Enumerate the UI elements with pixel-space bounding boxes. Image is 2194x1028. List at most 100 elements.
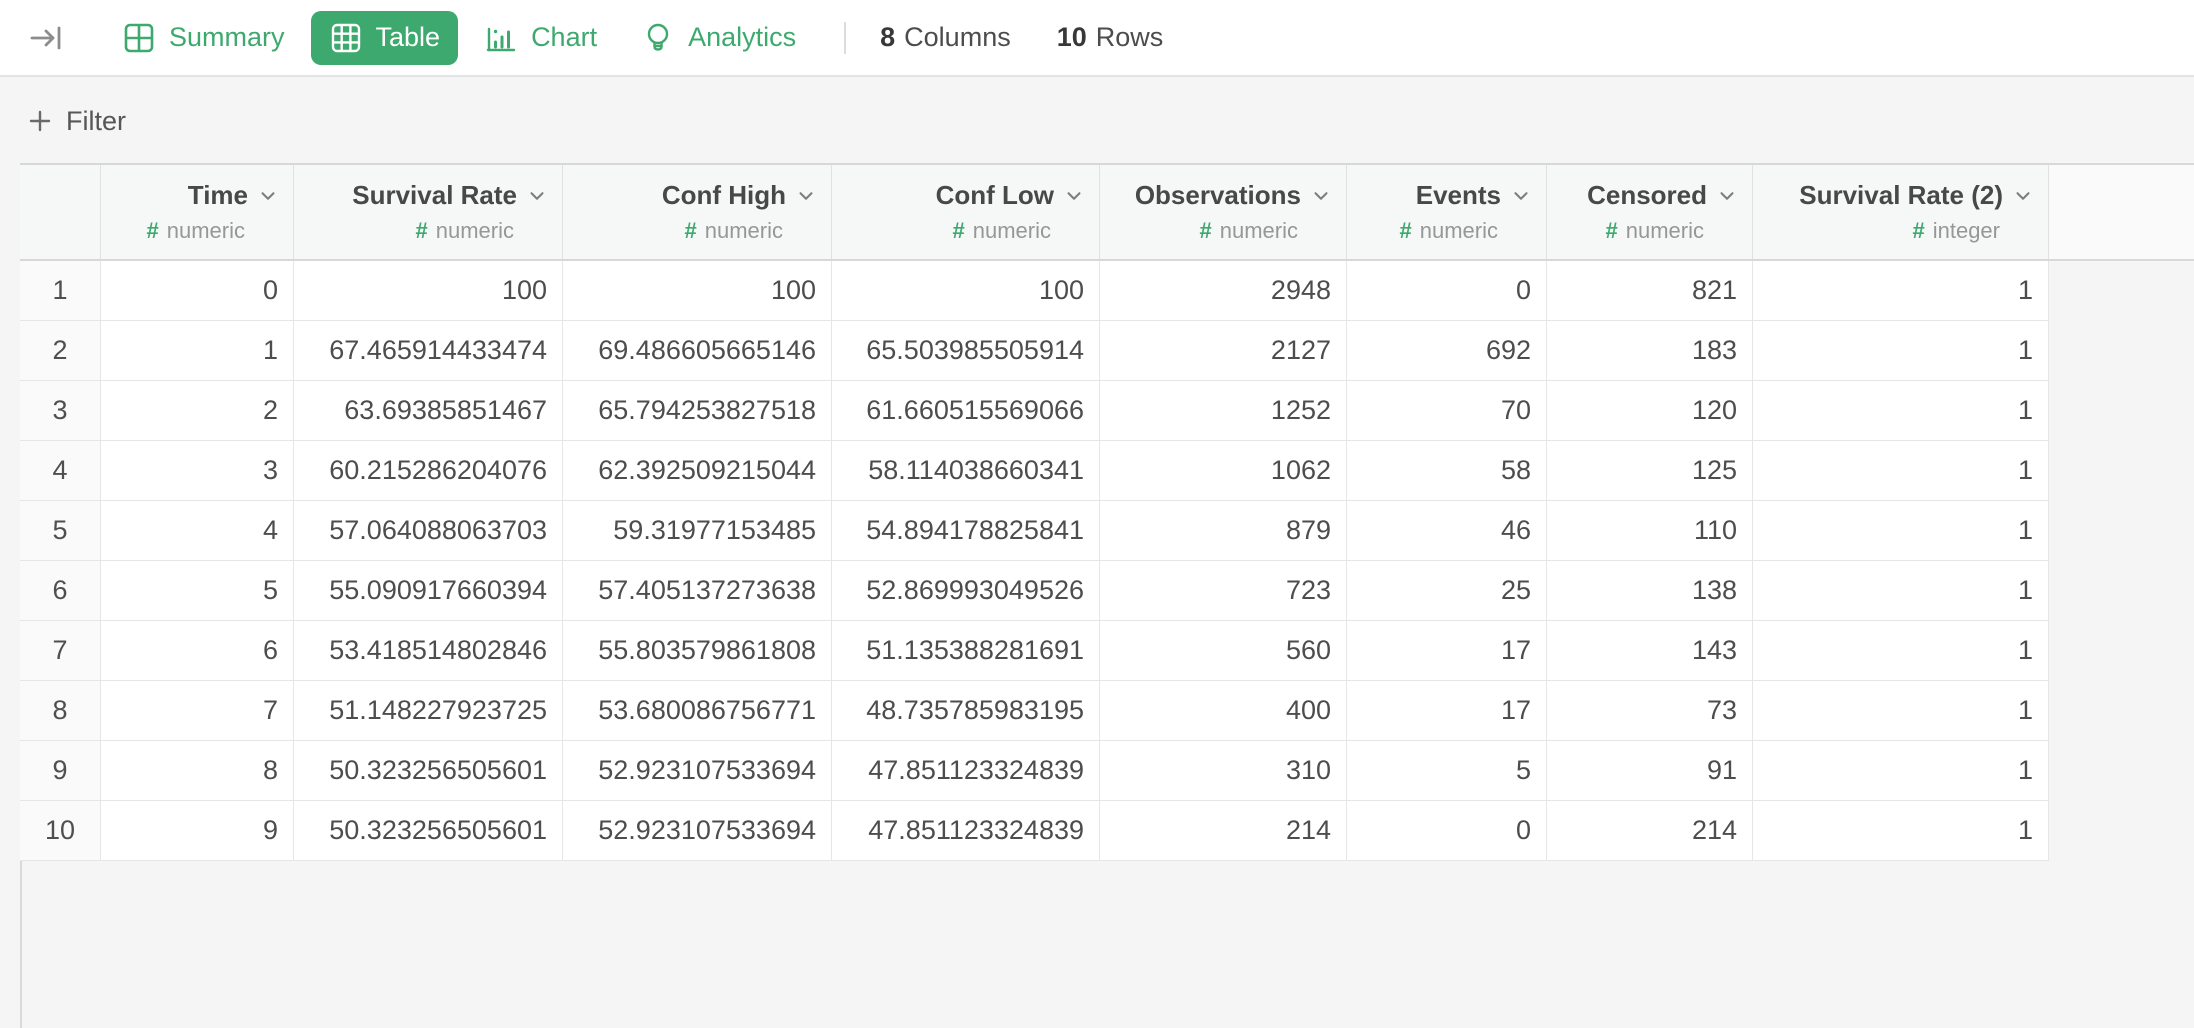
- column-header-survival-rate[interactable]: Survival Rate #numeric: [294, 165, 563, 259]
- cell[interactable]: 69.486605665146: [563, 321, 832, 380]
- row-number[interactable]: 8: [20, 681, 101, 740]
- cell[interactable]: 61.660515569066: [832, 381, 1100, 440]
- cell[interactable]: 2948: [1100, 261, 1347, 320]
- cell[interactable]: 58.114038660341: [832, 441, 1100, 500]
- cell[interactable]: 17: [1347, 621, 1547, 680]
- cell[interactable]: 62.392509215044: [563, 441, 832, 500]
- cell[interactable]: 1: [1753, 441, 2049, 500]
- cell[interactable]: 400: [1100, 681, 1347, 740]
- column-header-events[interactable]: Events #numeric: [1347, 165, 1547, 259]
- cell[interactable]: 879: [1100, 501, 1347, 560]
- cell[interactable]: 91: [1547, 741, 1753, 800]
- cell[interactable]: 1: [1753, 621, 2049, 680]
- tab-chart[interactable]: Chart: [466, 11, 615, 65]
- cell[interactable]: 100: [563, 261, 832, 320]
- chevron-down-icon[interactable]: [526, 185, 548, 207]
- cell[interactable]: 52.869993049526: [832, 561, 1100, 620]
- cell[interactable]: 0: [101, 261, 294, 320]
- row-number[interactable]: 6: [20, 561, 101, 620]
- cell[interactable]: 1: [1753, 681, 2049, 740]
- cell[interactable]: 50.323256505601: [294, 801, 563, 860]
- cell[interactable]: 0: [1347, 261, 1547, 320]
- cell[interactable]: 143: [1547, 621, 1753, 680]
- cell[interactable]: 55.803579861808: [563, 621, 832, 680]
- chevron-down-icon[interactable]: [1310, 185, 1332, 207]
- column-header-conf-high[interactable]: Conf High #numeric: [563, 165, 832, 259]
- cell[interactable]: 67.465914433474: [294, 321, 563, 380]
- cell[interactable]: 214: [1100, 801, 1347, 860]
- tab-summary[interactable]: Summary: [104, 11, 303, 65]
- row-number[interactable]: 3: [20, 381, 101, 440]
- cell[interactable]: 51.135388281691: [832, 621, 1100, 680]
- cell[interactable]: 63.69385851467: [294, 381, 563, 440]
- cell[interactable]: 60.215286204076: [294, 441, 563, 500]
- cell[interactable]: 1252: [1100, 381, 1347, 440]
- cell[interactable]: 65.794253827518: [563, 381, 832, 440]
- cell[interactable]: 1: [1753, 321, 2049, 380]
- cell[interactable]: 125: [1547, 441, 1753, 500]
- cell[interactable]: 50.323256505601: [294, 741, 563, 800]
- cell[interactable]: 65.503985505914: [832, 321, 1100, 380]
- cell[interactable]: 52.923107533694: [563, 801, 832, 860]
- cell[interactable]: 53.680086756771: [563, 681, 832, 740]
- row-number[interactable]: 5: [20, 501, 101, 560]
- column-header-observations[interactable]: Observations #numeric: [1100, 165, 1347, 259]
- chevron-down-icon[interactable]: [1063, 185, 1085, 207]
- cell[interactable]: 48.735785983195: [832, 681, 1100, 740]
- cell[interactable]: 100: [294, 261, 563, 320]
- cell[interactable]: 9: [101, 801, 294, 860]
- cell[interactable]: 110: [1547, 501, 1753, 560]
- cell[interactable]: 59.31977153485: [563, 501, 832, 560]
- cell[interactable]: 214: [1547, 801, 1753, 860]
- cell[interactable]: 821: [1547, 261, 1753, 320]
- cell[interactable]: 120: [1547, 381, 1753, 440]
- cell[interactable]: 560: [1100, 621, 1347, 680]
- cell[interactable]: 100: [832, 261, 1100, 320]
- row-number[interactable]: 2: [20, 321, 101, 380]
- cell[interactable]: 58: [1347, 441, 1547, 500]
- cell[interactable]: 8: [101, 741, 294, 800]
- cell[interactable]: 1: [1753, 381, 2049, 440]
- cell[interactable]: 1: [1753, 501, 2049, 560]
- column-header-conf-low[interactable]: Conf Low #numeric: [832, 165, 1100, 259]
- chevron-down-icon[interactable]: [1510, 185, 1532, 207]
- chevron-down-icon[interactable]: [795, 185, 817, 207]
- cell[interactable]: 57.405137273638: [563, 561, 832, 620]
- cell[interactable]: 3: [101, 441, 294, 500]
- cell[interactable]: 7: [101, 681, 294, 740]
- column-header-time[interactable]: Time #numeric: [101, 165, 294, 259]
- cell[interactable]: 0: [1347, 801, 1547, 860]
- cell[interactable]: 47.851123324839: [832, 741, 1100, 800]
- row-number[interactable]: 7: [20, 621, 101, 680]
- cell[interactable]: 723: [1100, 561, 1347, 620]
- cell[interactable]: 53.418514802846: [294, 621, 563, 680]
- cell[interactable]: 1: [1753, 801, 2049, 860]
- cell[interactable]: 73: [1547, 681, 1753, 740]
- column-header-survival-rate-2[interactable]: Survival Rate (2) #integer: [1753, 165, 2049, 259]
- column-header-censored[interactable]: Censored #numeric: [1547, 165, 1753, 259]
- cell[interactable]: 5: [1347, 741, 1547, 800]
- cell[interactable]: 310: [1100, 741, 1347, 800]
- add-filter-button[interactable]: Filter: [27, 106, 126, 137]
- cell[interactable]: 2: [101, 381, 294, 440]
- tab-analytics[interactable]: Analytics: [623, 11, 814, 65]
- row-number[interactable]: 4: [20, 441, 101, 500]
- row-number[interactable]: 1: [20, 261, 101, 320]
- row-number[interactable]: 9: [20, 741, 101, 800]
- collapse-sidebar-button[interactable]: [24, 16, 68, 60]
- cell[interactable]: 183: [1547, 321, 1753, 380]
- cell[interactable]: 138: [1547, 561, 1753, 620]
- cell[interactable]: 1: [1753, 561, 2049, 620]
- cell[interactable]: 25: [1347, 561, 1547, 620]
- tab-table[interactable]: Table: [311, 11, 459, 65]
- chevron-down-icon[interactable]: [2012, 185, 2034, 207]
- chevron-down-icon[interactable]: [257, 185, 279, 207]
- cell[interactable]: 1: [1753, 741, 2049, 800]
- cell[interactable]: 57.064088063703: [294, 501, 563, 560]
- chevron-down-icon[interactable]: [1716, 185, 1738, 207]
- cell[interactable]: 5: [101, 561, 294, 620]
- cell[interactable]: 1: [101, 321, 294, 380]
- row-number[interactable]: 10: [20, 801, 101, 860]
- cell[interactable]: 4: [101, 501, 294, 560]
- cell[interactable]: 6: [101, 621, 294, 680]
